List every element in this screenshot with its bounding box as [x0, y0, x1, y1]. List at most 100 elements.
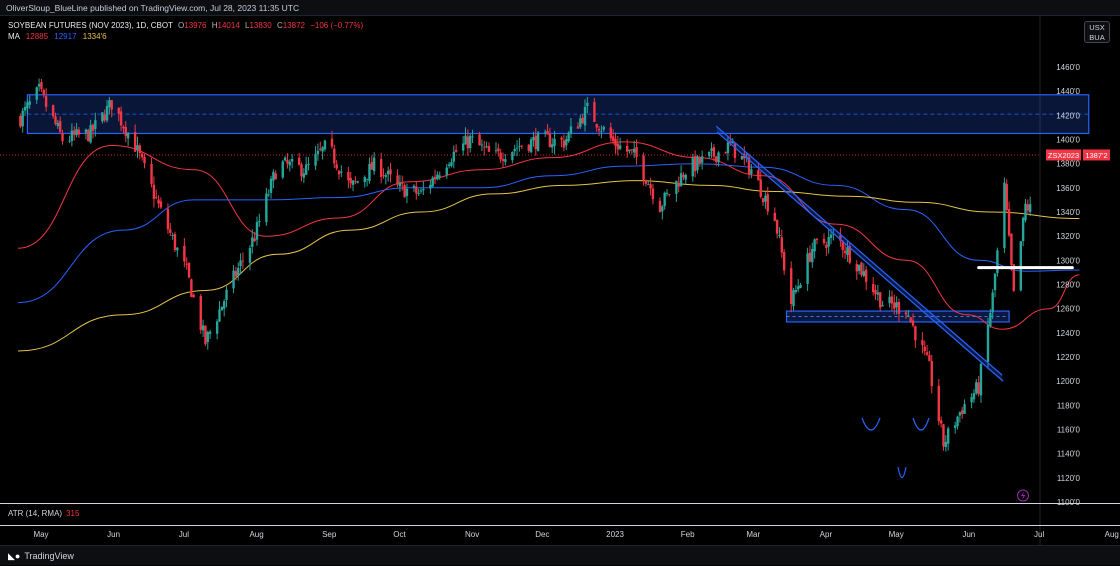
price-axis-label: 1440'0	[1056, 87, 1080, 96]
candle	[996, 247, 999, 277]
candle	[251, 229, 254, 254]
candle	[187, 262, 191, 279]
candle	[501, 152, 505, 168]
ma-mid-line[interactable]	[17, 163, 1080, 304]
candle	[204, 325, 207, 347]
candle	[461, 135, 465, 156]
price-chart[interactable]: 1460'0 1440'0 1420'0 1400'0 1380'0 1360'0 1340…	[0, 0, 1120, 545]
candle	[56, 119, 60, 130]
resistance-zone[interactable]	[26, 94, 1090, 135]
candle	[23, 101, 27, 116]
time-axis-label: 2023	[606, 530, 624, 539]
candle	[991, 289, 994, 320]
candle	[173, 231, 177, 252]
candle	[811, 242, 814, 268]
candle	[94, 112, 97, 137]
candle	[386, 166, 390, 182]
ma-fast-line[interactable]	[17, 141, 1080, 330]
candle	[485, 141, 488, 149]
candle	[269, 175, 273, 199]
ma-slow-line[interactable]	[17, 180, 1080, 352]
candle	[979, 361, 983, 403]
candle	[855, 260, 858, 280]
candle	[401, 175, 404, 191]
symbol-title[interactable]: SOYBEAN FUTURES (NOV 2023), 1D, CBOT	[8, 21, 173, 30]
candle	[28, 95, 31, 109]
candle	[497, 143, 500, 157]
candle	[897, 298, 901, 322]
candle	[232, 265, 235, 294]
candle	[152, 176, 156, 208]
candle	[911, 313, 915, 328]
candle	[370, 155, 373, 170]
candle	[808, 245, 812, 263]
candle	[447, 162, 451, 169]
candle	[647, 180, 650, 185]
flash-icon[interactable]	[1017, 489, 1029, 502]
candle	[661, 204, 664, 220]
candle	[199, 294, 202, 334]
candle	[576, 122, 580, 129]
ma-label[interactable]: MA	[8, 32, 20, 41]
candle	[185, 257, 188, 270]
candle	[363, 175, 366, 188]
candle	[87, 128, 90, 142]
candle	[698, 156, 702, 167]
price-axis-label: 1400'0	[1056, 136, 1080, 145]
candle	[241, 252, 245, 269]
downtrend-line-upper[interactable]	[715, 125, 1003, 376]
candle	[797, 279, 800, 293]
candle	[340, 165, 343, 178]
candle	[593, 97, 596, 123]
price-axis-label: 1180'0	[1057, 401, 1081, 410]
candle	[618, 137, 622, 151]
candle	[815, 237, 819, 245]
candle	[630, 149, 634, 155]
candle	[330, 130, 334, 149]
candle	[839, 227, 842, 247]
candle	[989, 308, 992, 328]
time-axis-label: Nov	[465, 530, 479, 539]
candle	[466, 129, 470, 156]
candle	[534, 127, 538, 156]
candle	[675, 180, 678, 202]
candle	[354, 176, 357, 185]
candle	[569, 117, 573, 139]
candle	[825, 241, 828, 256]
candle	[761, 197, 765, 206]
time-axis-label: Jul	[1034, 530, 1044, 539]
time-axis-label: May	[889, 530, 904, 539]
currency-unit-button[interactable]: USX BUA	[1084, 21, 1110, 43]
price-axis-label: 1140'0	[1057, 450, 1081, 459]
downtrend-line-lower[interactable]	[716, 131, 1004, 382]
ma-fast-value: 12885	[25, 32, 49, 41]
candle	[274, 170, 277, 180]
open-label: O	[178, 21, 185, 30]
candle	[103, 109, 106, 123]
candle	[201, 319, 205, 337]
candle	[782, 249, 786, 275]
candle	[520, 145, 523, 149]
publisher-text: OliverSloup_BlueLine published on Tradin…	[6, 3, 300, 13]
candle	[70, 123, 74, 147]
candle	[527, 143, 530, 153]
candle	[255, 216, 259, 246]
candle	[871, 277, 875, 296]
candle	[581, 114, 584, 125]
candle	[321, 146, 324, 160]
candle	[417, 188, 420, 196]
candle	[551, 137, 554, 154]
candle	[1010, 233, 1013, 271]
candle	[307, 157, 310, 171]
candle	[91, 123, 95, 139]
candle	[267, 189, 270, 198]
candle	[928, 350, 931, 362]
candle	[944, 435, 948, 452]
atr-indicator-label[interactable]: ATR (14, RMA) 315	[8, 509, 79, 518]
candle	[220, 306, 224, 311]
candle	[42, 88, 45, 98]
candle	[757, 163, 760, 181]
candle	[445, 164, 448, 179]
candle	[707, 151, 711, 160]
publisher-bar: OliverSloup_BlueLine published on Tradin…	[0, 0, 1120, 16]
